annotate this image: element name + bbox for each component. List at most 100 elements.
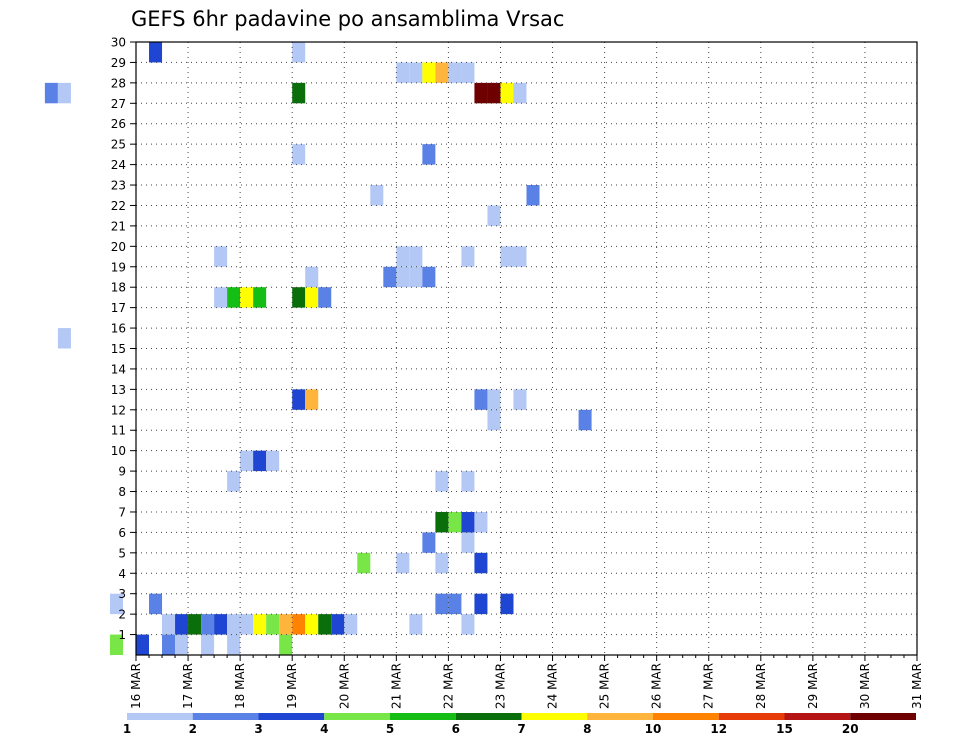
colorbar-swatch bbox=[324, 713, 390, 720]
heatmap-cell bbox=[292, 389, 306, 410]
heatmap-cell bbox=[227, 471, 241, 492]
y-tick-label: 2 bbox=[118, 608, 126, 622]
y-tick-label: 29 bbox=[111, 56, 126, 70]
heatmap-cell bbox=[435, 593, 449, 615]
y-tick-label: 21 bbox=[111, 219, 126, 233]
colorbar-swatch bbox=[127, 713, 193, 720]
heatmap-cell bbox=[422, 532, 436, 553]
y-tick-label: 22 bbox=[111, 199, 126, 213]
heatmap-cell bbox=[435, 552, 449, 574]
heatmap-cell bbox=[487, 409, 501, 431]
heatmap-cell bbox=[448, 62, 462, 83]
heatmap-cell bbox=[253, 614, 267, 635]
heatmap-cell bbox=[292, 144, 306, 165]
heatmap-cell bbox=[240, 450, 254, 472]
heatmap-cell bbox=[474, 552, 488, 574]
heatmap-cell bbox=[305, 287, 319, 308]
heatmap-cell bbox=[422, 144, 436, 165]
heatmap-cell bbox=[344, 614, 358, 635]
heatmap-cell bbox=[513, 246, 527, 267]
heatmap-cell bbox=[149, 593, 163, 615]
colorbar-label: 5 bbox=[386, 722, 394, 736]
heatmap-cell bbox=[227, 614, 241, 635]
heatmap-cell bbox=[409, 266, 423, 288]
y-tick-label: 14 bbox=[111, 362, 126, 376]
heatmap-cell bbox=[461, 471, 475, 492]
heatmap-cell bbox=[526, 185, 540, 206]
y-tick-label: 11 bbox=[111, 424, 126, 438]
heatmap-cell bbox=[409, 246, 423, 267]
chart-title: GEFS 6hr padavine po ansamblima Vrsac bbox=[131, 7, 564, 31]
heatmap-cell bbox=[448, 511, 462, 533]
heatmap-cell bbox=[214, 246, 228, 267]
heatmap-cell bbox=[240, 287, 254, 308]
y-tick-label: 1 bbox=[118, 628, 126, 642]
y-tick-label: 28 bbox=[111, 76, 126, 90]
y-tick-label: 16 bbox=[111, 322, 126, 336]
heatmap-cell bbox=[279, 634, 293, 655]
heatmap-cell bbox=[383, 266, 397, 288]
heatmap-cell bbox=[487, 389, 501, 410]
heatmap-cell bbox=[162, 614, 176, 635]
heatmap-cell bbox=[57, 82, 71, 104]
colorbar-label: 2 bbox=[189, 722, 197, 736]
heatmap-cell bbox=[214, 287, 228, 308]
y-tick-label: 12 bbox=[111, 403, 126, 417]
heatmap-cell bbox=[175, 634, 189, 655]
y-tick-label: 10 bbox=[111, 444, 126, 458]
heatmap-cell bbox=[396, 266, 410, 288]
y-tick-label: 18 bbox=[111, 281, 126, 295]
colorbar-swatch bbox=[192, 713, 259, 720]
colorbar-label: 15 bbox=[776, 722, 793, 736]
heatmap-cell bbox=[474, 593, 488, 615]
colorbar-swatch bbox=[390, 713, 456, 720]
heatmap-cell bbox=[214, 614, 228, 635]
heatmap-cell bbox=[435, 511, 449, 533]
heatmap-cell bbox=[162, 634, 176, 655]
heatmap-cell bbox=[461, 614, 475, 635]
colorbar-swatch bbox=[850, 713, 916, 720]
colorbar-label: 6 bbox=[452, 722, 460, 736]
heatmap-cell bbox=[500, 82, 514, 104]
heatmap-cell bbox=[461, 532, 475, 553]
heatmap-cell bbox=[109, 593, 123, 615]
heatmap-cell bbox=[578, 409, 592, 431]
x-tick-label: 17 MAR bbox=[181, 663, 195, 709]
heatmap-cell bbox=[227, 634, 241, 655]
x-tick-label: 25 MAR bbox=[598, 663, 612, 709]
heatmap-cell bbox=[409, 614, 423, 635]
heatmap-cell bbox=[292, 82, 306, 104]
x-tick-label: 24 MAR bbox=[546, 663, 560, 709]
heatmap-cell bbox=[305, 389, 319, 410]
heatmap-cell bbox=[487, 82, 501, 104]
heatmap-cell bbox=[331, 614, 345, 635]
colorbar-swatch bbox=[784, 713, 851, 720]
heatmap-cell bbox=[305, 614, 319, 635]
heatmap-cell bbox=[396, 552, 410, 574]
y-tick-label: 13 bbox=[111, 383, 126, 397]
x-tick-label: 19 MAR bbox=[285, 663, 299, 709]
heatmap-cell bbox=[253, 287, 267, 308]
heatmap-cell bbox=[57, 328, 71, 349]
y-tick-label: 25 bbox=[111, 138, 126, 152]
heatmap-cell bbox=[305, 266, 319, 288]
y-tick-label: 24 bbox=[111, 158, 126, 172]
x-tick-label: 18 MAR bbox=[233, 663, 247, 709]
heatmap-cell bbox=[474, 82, 488, 104]
colorbar-swatch bbox=[587, 713, 653, 720]
heatmap-cell bbox=[175, 614, 189, 635]
x-tick-label: 23 MAR bbox=[493, 663, 507, 709]
x-tick-label: 28 MAR bbox=[754, 663, 768, 709]
colorbar-swatch bbox=[455, 713, 522, 720]
colorbar-swatch bbox=[653, 713, 719, 720]
heatmap-cell bbox=[370, 185, 384, 206]
colorbar-swatch bbox=[258, 713, 325, 720]
grid-lines bbox=[136, 41, 917, 655]
heatmap-cell bbox=[292, 287, 306, 308]
x-tick-label: 21 MAR bbox=[389, 663, 403, 709]
heatmap-cell bbox=[474, 389, 488, 410]
y-tick-label: 3 bbox=[118, 587, 126, 601]
colorbar-label: 4 bbox=[320, 722, 328, 736]
heatmap-cell bbox=[266, 614, 280, 635]
